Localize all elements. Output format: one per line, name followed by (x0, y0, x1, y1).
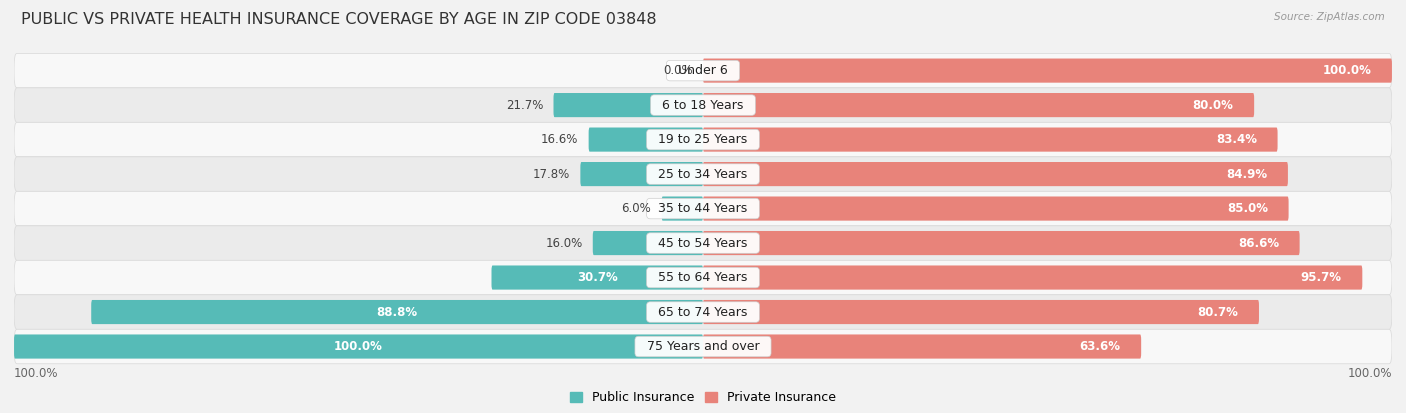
Text: 100.0%: 100.0% (335, 340, 382, 353)
Text: 100.0%: 100.0% (1323, 64, 1371, 77)
Text: 84.9%: 84.9% (1226, 168, 1267, 180)
FancyBboxPatch shape (14, 226, 1392, 260)
FancyBboxPatch shape (14, 329, 1392, 364)
FancyBboxPatch shape (14, 295, 1392, 329)
FancyBboxPatch shape (589, 128, 703, 152)
FancyBboxPatch shape (662, 197, 703, 221)
Text: Source: ZipAtlas.com: Source: ZipAtlas.com (1274, 12, 1385, 22)
FancyBboxPatch shape (14, 260, 1392, 295)
Text: 45 to 54 Years: 45 to 54 Years (651, 237, 755, 249)
FancyBboxPatch shape (703, 128, 1278, 152)
Text: 85.0%: 85.0% (1227, 202, 1268, 215)
Text: 0.0%: 0.0% (664, 64, 693, 77)
Text: 83.4%: 83.4% (1216, 133, 1257, 146)
FancyBboxPatch shape (554, 93, 703, 117)
FancyBboxPatch shape (703, 93, 1254, 117)
Text: 19 to 25 Years: 19 to 25 Years (651, 133, 755, 146)
FancyBboxPatch shape (14, 122, 1392, 157)
FancyBboxPatch shape (703, 300, 1258, 324)
Text: 35 to 44 Years: 35 to 44 Years (651, 202, 755, 215)
Text: 17.8%: 17.8% (533, 168, 569, 180)
Text: PUBLIC VS PRIVATE HEALTH INSURANCE COVERAGE BY AGE IN ZIP CODE 03848: PUBLIC VS PRIVATE HEALTH INSURANCE COVER… (21, 12, 657, 27)
FancyBboxPatch shape (91, 300, 703, 324)
Text: 16.0%: 16.0% (546, 237, 582, 249)
Text: 55 to 64 Years: 55 to 64 Years (651, 271, 755, 284)
Text: 80.0%: 80.0% (1192, 99, 1233, 112)
Text: 25 to 34 Years: 25 to 34 Years (651, 168, 755, 180)
Text: 86.6%: 86.6% (1237, 237, 1279, 249)
Text: 80.7%: 80.7% (1198, 306, 1239, 318)
FancyBboxPatch shape (492, 266, 703, 290)
Text: 100.0%: 100.0% (14, 367, 59, 380)
Text: 63.6%: 63.6% (1080, 340, 1121, 353)
Text: 21.7%: 21.7% (506, 99, 543, 112)
FancyBboxPatch shape (703, 335, 1142, 358)
FancyBboxPatch shape (703, 231, 1299, 255)
Text: 6.0%: 6.0% (621, 202, 651, 215)
Legend: Public Insurance, Private Insurance: Public Insurance, Private Insurance (565, 387, 841, 409)
FancyBboxPatch shape (14, 53, 1392, 88)
FancyBboxPatch shape (581, 162, 703, 186)
FancyBboxPatch shape (703, 59, 1392, 83)
FancyBboxPatch shape (703, 266, 1362, 290)
Text: 100.0%: 100.0% (1347, 367, 1392, 380)
Text: 6 to 18 Years: 6 to 18 Years (654, 99, 752, 112)
FancyBboxPatch shape (593, 231, 703, 255)
Text: 16.6%: 16.6% (541, 133, 578, 146)
FancyBboxPatch shape (14, 88, 1392, 122)
Text: 65 to 74 Years: 65 to 74 Years (651, 306, 755, 318)
FancyBboxPatch shape (14, 191, 1392, 226)
Text: 75 Years and over: 75 Years and over (638, 340, 768, 353)
FancyBboxPatch shape (14, 157, 1392, 191)
FancyBboxPatch shape (703, 162, 1288, 186)
Text: Under 6: Under 6 (671, 64, 735, 77)
Text: 30.7%: 30.7% (576, 271, 617, 284)
Text: 88.8%: 88.8% (377, 306, 418, 318)
FancyBboxPatch shape (14, 335, 703, 358)
FancyBboxPatch shape (703, 197, 1289, 221)
Text: 95.7%: 95.7% (1301, 271, 1341, 284)
